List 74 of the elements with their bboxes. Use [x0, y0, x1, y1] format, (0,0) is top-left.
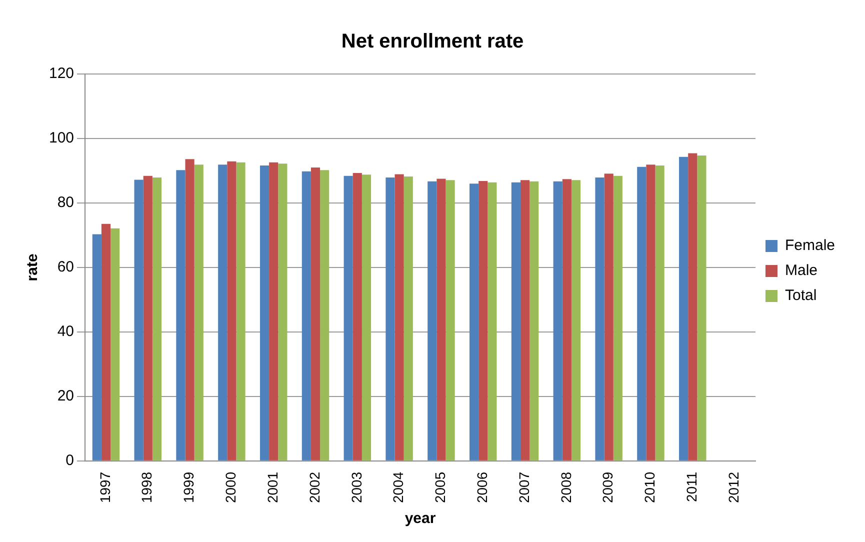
- bar: [110, 228, 120, 460]
- bar: [478, 181, 488, 460]
- x-axis-title: year: [404, 510, 436, 528]
- bar: [194, 164, 204, 460]
- x-tick-label: 2000: [222, 472, 239, 504]
- bar: [488, 182, 497, 460]
- bar: [637, 166, 646, 460]
- bar: [352, 172, 362, 460]
- bar: [679, 156, 688, 460]
- bar: [595, 177, 604, 460]
- x-tick-label: 2011: [683, 472, 700, 502]
- bar: [101, 224, 111, 460]
- bar: [436, 178, 446, 460]
- x-tick-label: 1997: [96, 472, 113, 504]
- bar: [553, 181, 562, 460]
- x-tick-label: 1998: [138, 472, 155, 504]
- bar: [320, 170, 330, 460]
- bar: [697, 156, 706, 460]
- bar: [185, 159, 194, 460]
- bar: [134, 180, 144, 460]
- bar: [386, 177, 395, 460]
- bar: [604, 174, 614, 460]
- bar: [227, 161, 236, 460]
- x-tick-label: 2010: [642, 472, 658, 504]
- bar: [344, 176, 353, 460]
- x-tick-label: 2012: [725, 472, 742, 504]
- bar: [143, 176, 152, 460]
- y-tick-label: 60: [57, 258, 74, 276]
- x-tick-label: 1999: [180, 472, 197, 504]
- x-tick-label: 2007: [516, 472, 532, 504]
- bar: [152, 177, 162, 460]
- bar: [562, 179, 572, 460]
- bar: [176, 170, 186, 460]
- bar: [278, 164, 288, 460]
- x-tick-label: 2005: [432, 472, 448, 504]
- y-axis-title: rate: [24, 254, 42, 282]
- x-tick-label: 2002: [306, 472, 322, 504]
- bar: [260, 166, 270, 460]
- bar: [302, 171, 311, 460]
- bar: [404, 176, 413, 460]
- bar: [520, 180, 530, 460]
- bar: [218, 164, 228, 460]
- bar: [646, 164, 656, 460]
- bar: [613, 176, 622, 460]
- bar: [236, 162, 246, 460]
- y-tick-label: 0: [66, 452, 74, 469]
- bar: [571, 180, 581, 460]
- legend-label: Male: [784, 262, 818, 280]
- x-tick-label: 2001: [264, 472, 280, 504]
- bar: [269, 162, 278, 460]
- bar: [688, 153, 698, 460]
- bar: [310, 167, 320, 460]
- y-tick-label: 20: [57, 388, 74, 405]
- bar: [446, 180, 455, 460]
- bar: [655, 166, 664, 460]
- x-tick-label: 2009: [600, 472, 616, 504]
- bar: [469, 184, 479, 460]
- y-tick-label: 120: [48, 65, 74, 82]
- x-tick-label: 2003: [348, 472, 364, 504]
- bar: [428, 181, 437, 460]
- chart-title: Net enrollment rate: [341, 30, 524, 53]
- x-tick-label: 2004: [390, 472, 406, 504]
- y-tick-label: 100: [48, 130, 74, 147]
- bar: [362, 174, 372, 460]
- legend-label: Total: [784, 287, 817, 304]
- y-tick-label: 40: [57, 323, 74, 340]
- y-tick-label: 80: [57, 194, 74, 212]
- bar: [530, 181, 539, 460]
- bar: [92, 234, 102, 460]
- x-tick-label: 2008: [558, 472, 574, 504]
- legend-label: Female: [784, 237, 836, 254]
- bar: [511, 182, 520, 460]
- bar: [394, 174, 404, 460]
- x-tick-label: 2006: [474, 472, 490, 504]
